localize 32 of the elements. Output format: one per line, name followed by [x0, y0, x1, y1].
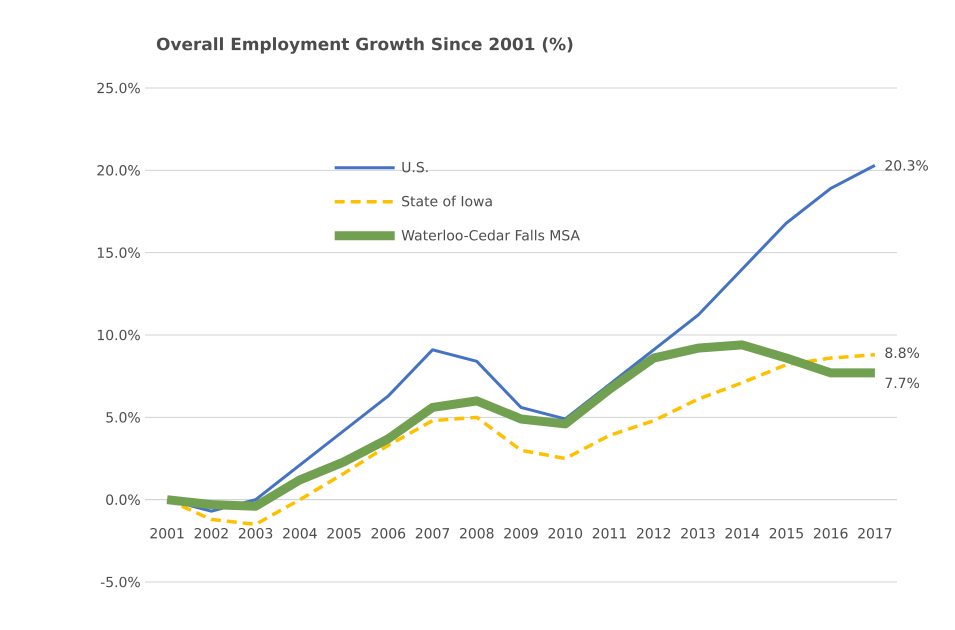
x-tick-label: 2002 — [194, 528, 228, 539]
x-tick-label: 2004 — [283, 528, 317, 539]
data-label: 20.3% — [885, 160, 928, 171]
x-tick-label: 2005 — [327, 528, 361, 539]
x-tick-label: 2011 — [592, 528, 626, 539]
data-label: 8.8% — [885, 347, 920, 358]
x-tick-label: 2001 — [150, 528, 184, 539]
x-tick-label: 2007 — [416, 528, 450, 539]
x-tick-label: 2012 — [636, 528, 670, 539]
chart-title: Overall Employment Growth Since 2001 (%) — [156, 37, 572, 54]
x-tick-label: 2015 — [770, 528, 803, 539]
x-tick-label: 2016 — [814, 528, 848, 539]
y-tick-label: 15.0% — [98, 247, 140, 258]
y-tick-label: 20.0% — [97, 165, 140, 176]
x-tick-label: 2013 — [681, 528, 715, 539]
line-series — [165, 353, 877, 526]
x-tick-label: 2014 — [725, 528, 760, 539]
x-tick-label: 2017 — [858, 528, 892, 539]
y-tick-label: 5.0% — [106, 412, 140, 423]
x-tick-label: 2009 — [504, 528, 538, 539]
y-tick-label: 25.0% — [97, 82, 140, 94]
x-tick-label: 2010 — [548, 528, 582, 539]
y-tick-label: -5.0% — [100, 576, 140, 588]
legend-label: U.S. — [402, 162, 428, 172]
legend-label: State of Iowa — [402, 196, 492, 206]
y-tick-label: 0.0% — [106, 494, 140, 505]
x-tick-label: 2003 — [238, 528, 272, 539]
x-tick-label: 2008 — [460, 528, 494, 539]
x-tick-label: 2006 — [372, 528, 406, 539]
y-tick-label: 10.0% — [98, 330, 140, 340]
data-label: 7.7% — [886, 378, 920, 388]
legend-label: Waterloo-Cedar Falls MSA — [402, 230, 580, 241]
